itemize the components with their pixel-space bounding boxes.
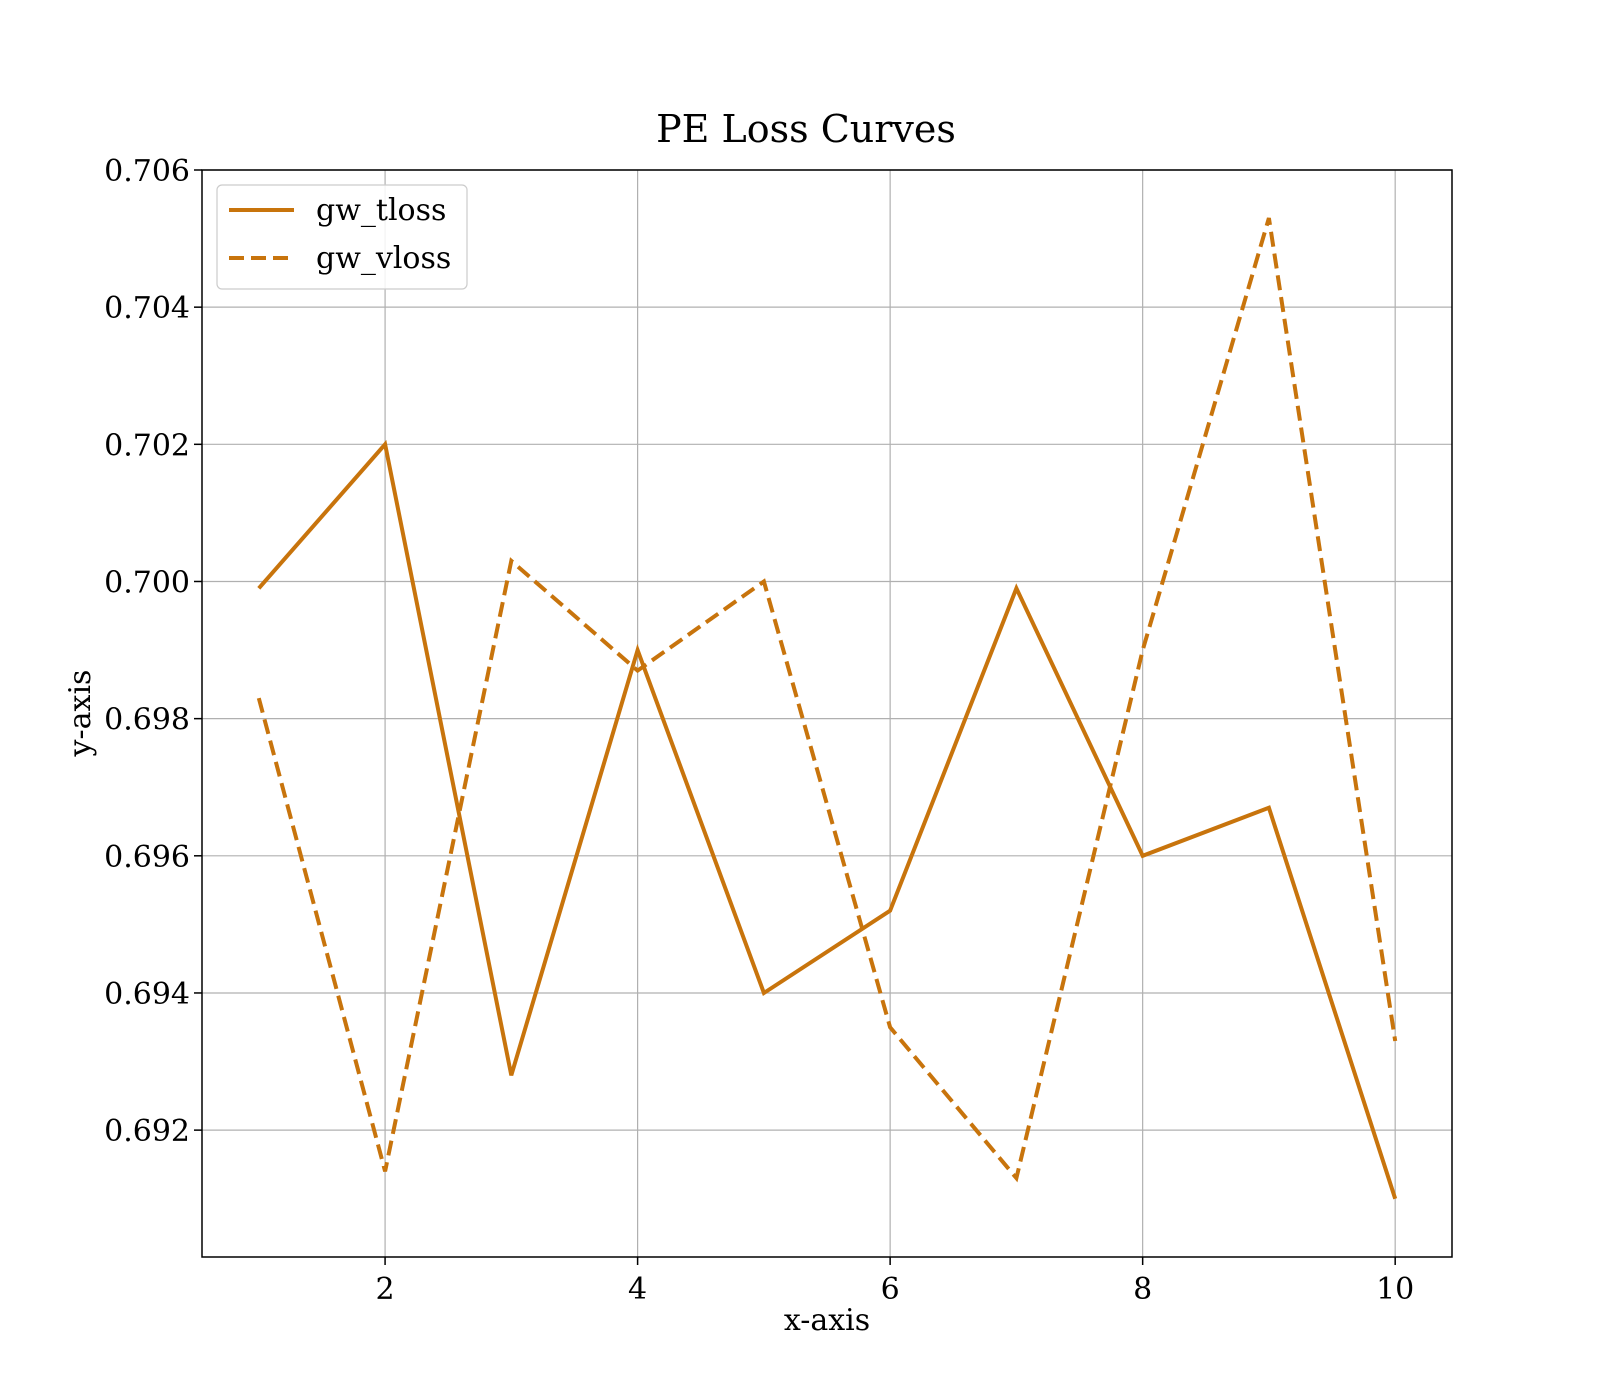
x-axis-title: x-axis xyxy=(784,1303,870,1338)
legend-label-gw_vloss: gw_vloss xyxy=(316,241,451,276)
x-tick-label: 8 xyxy=(1133,1272,1152,1307)
y-tick-label: 0.696 xyxy=(104,840,190,875)
axis-ticks: 2 4 6 8 10 0.692 0.694 0.696 0.698 0.700 0.702 0.70… xyxy=(104,154,1414,1307)
series-line-gw_vloss xyxy=(256,217,1398,1183)
series-line-gw_tloss xyxy=(257,439,1398,1200)
y-tick-label: 0.700 xyxy=(104,565,190,600)
chart-title: PE Loss Curves xyxy=(656,107,956,151)
y-tick-label: 0.692 xyxy=(104,1114,190,1149)
x-tick-label: 6 xyxy=(881,1272,900,1307)
x-tick-label: 4 xyxy=(628,1272,647,1307)
y-tick-label: 0.694 xyxy=(104,977,190,1012)
y-tick-label: 0.704 xyxy=(104,291,190,326)
legend-label-gw_tloss: gw_tloss xyxy=(316,193,446,228)
x-tick-label: 2 xyxy=(376,1272,395,1307)
x-tick-label: 10 xyxy=(1376,1272,1414,1307)
grid xyxy=(202,169,1452,1257)
plot-frame xyxy=(201,169,1453,1258)
series-lines xyxy=(256,217,1398,1200)
y-axis-title: y-axis xyxy=(63,670,98,758)
y-tick-label: 0.706 xyxy=(104,154,190,189)
legend: gw_tloss gw_vloss xyxy=(216,184,468,290)
y-tick-label: 0.702 xyxy=(104,428,190,463)
y-tick-label: 0.698 xyxy=(104,703,190,738)
